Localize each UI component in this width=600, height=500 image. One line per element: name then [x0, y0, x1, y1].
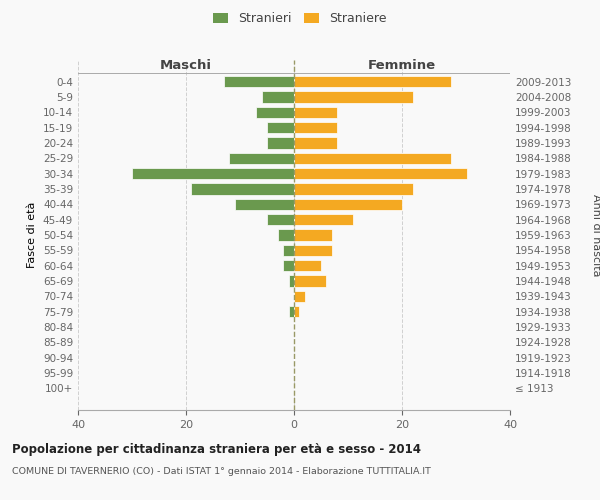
- Text: Popolazione per cittadinanza straniera per età e sesso - 2014: Popolazione per cittadinanza straniera p…: [12, 442, 421, 456]
- Bar: [294, 183, 413, 194]
- Bar: [294, 168, 467, 179]
- Bar: [267, 214, 294, 226]
- Bar: [235, 198, 294, 210]
- Bar: [278, 229, 294, 241]
- Bar: [294, 122, 337, 134]
- Text: Maschi: Maschi: [160, 60, 212, 72]
- Bar: [294, 260, 321, 272]
- Bar: [256, 106, 294, 118]
- Bar: [283, 244, 294, 256]
- Bar: [132, 168, 294, 179]
- Bar: [267, 122, 294, 134]
- Bar: [294, 91, 413, 102]
- Bar: [294, 276, 326, 287]
- Bar: [294, 229, 332, 241]
- Bar: [294, 214, 353, 226]
- Bar: [294, 106, 337, 118]
- Y-axis label: Anni di nascita: Anni di nascita: [591, 194, 600, 276]
- Bar: [294, 306, 299, 318]
- Bar: [262, 91, 294, 102]
- Text: Femmine: Femmine: [368, 60, 436, 72]
- Bar: [283, 260, 294, 272]
- Bar: [289, 306, 294, 318]
- Bar: [191, 183, 294, 194]
- Bar: [294, 244, 332, 256]
- Bar: [294, 152, 451, 164]
- Text: COMUNE DI TAVERNERIO (CO) - Dati ISTAT 1° gennaio 2014 - Elaborazione TUTTITALIA: COMUNE DI TAVERNERIO (CO) - Dati ISTAT 1…: [12, 468, 431, 476]
- Bar: [229, 152, 294, 164]
- Bar: [294, 76, 451, 88]
- Bar: [289, 276, 294, 287]
- Bar: [267, 137, 294, 148]
- Legend: Stranieri, Straniere: Stranieri, Straniere: [209, 8, 391, 29]
- Bar: [224, 76, 294, 88]
- Bar: [294, 290, 305, 302]
- Bar: [294, 198, 402, 210]
- Bar: [294, 137, 337, 148]
- Y-axis label: Fasce di età: Fasce di età: [28, 202, 37, 268]
